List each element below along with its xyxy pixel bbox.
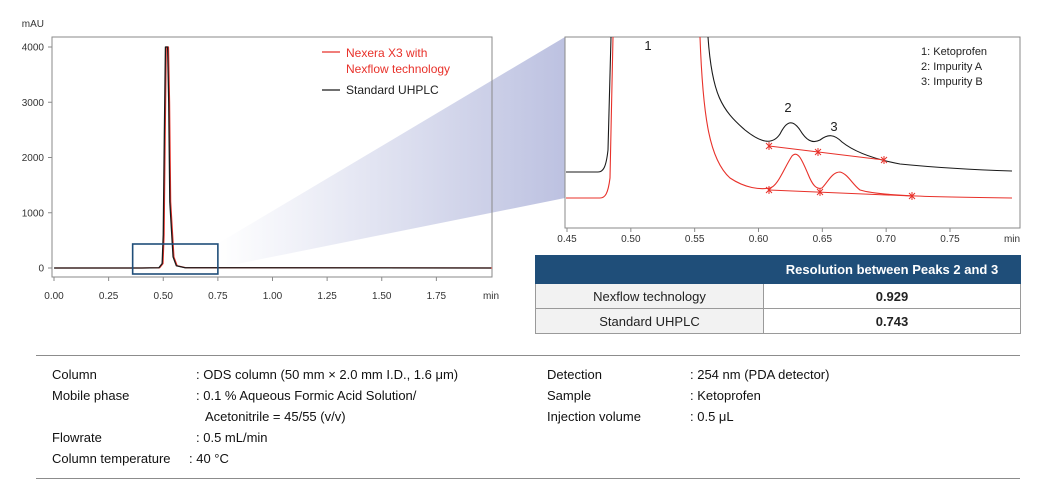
table-corner	[535, 255, 764, 284]
main-chart: mAU 4000 3000 2000 1000 0 0.00 0.25 0.50 0.75 1.…	[22, 19, 499, 302]
x-tick-label: 0.65	[813, 234, 833, 245]
zoom-plot-area	[564, 36, 1021, 229]
peak-label: 3	[830, 119, 837, 134]
series-line	[566, 36, 1013, 199]
cond-label: Column	[52, 367, 97, 382]
zoom-chart: 0.45 0.50 0.55 0.60 0.65 0.70 0.75 min 1 2 3 1: K…	[557, 36, 1021, 245]
table-row: Nexflow technology 0.929	[535, 283, 1021, 309]
cond-label: Column temperature	[52, 451, 171, 466]
x-tick-label: 0.00	[44, 291, 64, 302]
x-tick-label: 1.75	[427, 291, 447, 302]
peak-label: 2	[784, 100, 791, 115]
y-tick-label: 1000	[22, 208, 45, 219]
x-tick-label: 0.70	[876, 234, 896, 245]
table-row: Standard UHPLC 0.743	[535, 308, 1021, 334]
x-tick-label: min	[1004, 234, 1020, 245]
peak-legend-item: 1: Ketoprofen	[921, 46, 987, 58]
x-tick-label: 0.75	[940, 234, 960, 245]
cond-value: Acetonitrile = 45/55 (v/v)	[205, 409, 346, 424]
table-row-value: 0.743	[763, 308, 1021, 334]
x-tick-label: min	[483, 291, 499, 302]
cond-label: Detection	[547, 367, 602, 382]
series-line	[54, 46, 492, 269]
cond-label: Mobile phase	[52, 388, 130, 403]
table-row-name: Standard UHPLC	[535, 308, 764, 334]
cond-value: : 40 °C	[189, 451, 229, 466]
table-row-value: 0.929	[763, 283, 1021, 309]
peak-label: 1	[644, 38, 651, 53]
y-tick-label: 2000	[22, 153, 45, 164]
legend-label-standard: Standard UHPLC	[346, 83, 439, 97]
cond-value: : 0.1 % Aqueous Formic Acid Solution/	[196, 388, 417, 403]
table-row-name: Nexflow technology	[535, 283, 764, 309]
legend: Nexera X3 with Nexflow technology Standa…	[322, 46, 450, 97]
peak-legend-item: 2: Impurity A	[921, 61, 983, 73]
cond-value: : 0.5 μL	[690, 409, 734, 424]
y-axis-unit: mAU	[22, 19, 44, 30]
zoom-region-box	[131, 243, 219, 275]
peak-legend-item: 3: Impurity B	[921, 76, 983, 88]
x-tick-label: 1.00	[263, 291, 283, 302]
cond-value: : 254 nm (PDA detector)	[690, 367, 830, 382]
cond-value: : Ketoprofen	[690, 388, 761, 403]
resolution-table: Resolution between Peaks 2 and 3 Nexflow…	[535, 255, 1021, 334]
cond-label: Flowrate	[52, 430, 102, 445]
table-header: Resolution between Peaks 2 and 3	[763, 255, 1021, 284]
y-tick-label: 4000	[22, 43, 45, 54]
x-tick-label: 0.25	[99, 291, 119, 302]
cond-label: Injection volume	[547, 409, 641, 424]
divider-top	[36, 355, 1020, 356]
y-tick-label: 3000	[22, 98, 45, 109]
zoom-projection	[217, 37, 565, 268]
divider-bottom	[36, 478, 1020, 479]
x-tick-label: 0.75	[208, 291, 228, 302]
x-tick-label: 0.45	[557, 234, 577, 245]
x-tick-label: 1.25	[317, 291, 337, 302]
integration-baseline	[768, 189, 913, 197]
series-line	[566, 36, 1013, 173]
chromatogram-figure: mAU 4000 3000 2000 1000 0 0.00 0.25 0.50 0.75 1.…	[22, 19, 1021, 302]
x-tick-label: 1.50	[372, 291, 392, 302]
cond-value: : 0.5 mL/min	[196, 430, 268, 445]
legend-label-nexflow: Nexera X3 with Nexflow technology	[346, 46, 450, 76]
y-tick-label: 0	[38, 264, 44, 275]
x-tick-label: 0.50	[154, 291, 174, 302]
cond-label: Sample	[547, 388, 592, 403]
x-tick-label: 0.55	[685, 234, 705, 245]
x-tick-label: 0.50	[621, 234, 641, 245]
x-tick-label: 0.60	[749, 234, 769, 245]
integration-baseline	[768, 145, 885, 161]
cond-value: : ODS column (50 mm × 2.0 mm I.D., 1.6 μ…	[196, 367, 459, 382]
